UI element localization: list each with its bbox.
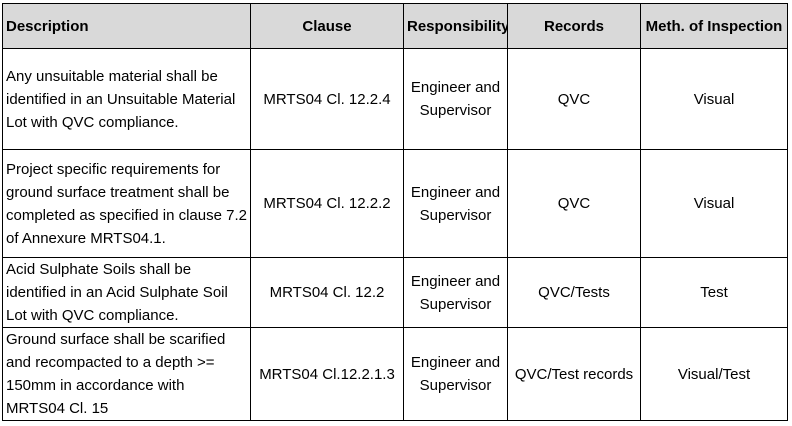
cell-clause: MRTS04 Cl. 12.2.4 [250,48,404,150]
header-responsibility: Responsibility [403,3,508,49]
cell-clause: MRTS04 Cl. 12.2 [250,257,404,328]
header-row: Description Clause Responsibility Record… [2,3,788,49]
table-row: Project specific requirements for ground… [2,149,788,258]
header-description: Description [2,3,251,49]
table-row: Ground surface shall be scarified and re… [2,327,788,421]
cell-records: QVC/Tests [507,257,641,328]
cell-clause: MRTS04 Cl. 12.2.2 [250,149,404,258]
cell-responsibility: Engineer and Supervisor [403,327,508,421]
cell-inspection: Visual [640,48,788,150]
cell-records: QVC [507,149,641,258]
cell-records: QVC/Test records [507,327,641,421]
cell-description: Acid Sulphate Soils shall be identified … [2,257,251,328]
cell-clause: MRTS04 Cl.12.2.1.3 [250,327,404,421]
cell-description: Any unsuitable material shall be identif… [2,48,251,150]
inspection-table: Description Clause Responsibility Record… [2,3,788,421]
cell-description: Ground surface shall be scarified and re… [2,327,251,421]
cell-responsibility: Engineer and Supervisor [403,257,508,328]
cell-records: QVC [507,48,641,150]
cell-responsibility: Engineer and Supervisor [403,149,508,258]
table-row: Acid Sulphate Soils shall be identified … [2,257,788,328]
cell-inspection: Test [640,257,788,328]
table-row: Any unsuitable material shall be identif… [2,48,788,150]
header-inspection: Meth. of Inspection [640,3,788,49]
cell-inspection: Visual [640,149,788,258]
cell-description: Project specific requirements for ground… [2,149,251,258]
cell-inspection: Visual/Test [640,327,788,421]
header-records: Records [507,3,641,49]
cell-responsibility: Engineer and Supervisor [403,48,508,150]
header-clause: Clause [250,3,404,49]
